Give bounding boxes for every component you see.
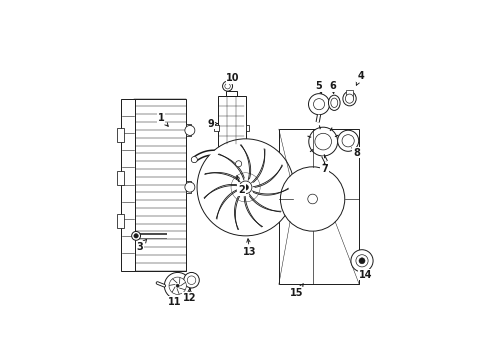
Circle shape bbox=[191, 157, 197, 163]
Text: 11: 11 bbox=[168, 297, 182, 307]
Circle shape bbox=[169, 277, 186, 294]
Ellipse shape bbox=[345, 94, 354, 103]
Ellipse shape bbox=[331, 98, 338, 108]
Text: 2: 2 bbox=[236, 176, 245, 195]
Bar bbox=[245, 125, 249, 131]
Bar bbox=[226, 79, 229, 81]
Circle shape bbox=[222, 81, 233, 91]
Circle shape bbox=[185, 125, 195, 135]
Text: 15: 15 bbox=[290, 284, 304, 298]
Circle shape bbox=[185, 182, 195, 192]
Circle shape bbox=[356, 255, 368, 267]
Bar bbox=[214, 125, 219, 131]
Bar bbox=[117, 171, 124, 185]
Circle shape bbox=[134, 234, 138, 238]
Circle shape bbox=[225, 84, 230, 89]
Circle shape bbox=[351, 250, 373, 272]
Bar bbox=[134, 99, 186, 270]
Text: 5: 5 bbox=[316, 81, 322, 94]
Circle shape bbox=[187, 276, 196, 284]
Circle shape bbox=[164, 273, 191, 299]
Circle shape bbox=[359, 258, 365, 264]
Bar bbox=[121, 99, 135, 270]
Ellipse shape bbox=[343, 91, 356, 106]
Text: 12: 12 bbox=[183, 289, 196, 303]
Text: 4: 4 bbox=[356, 72, 364, 85]
Text: 7: 7 bbox=[321, 163, 328, 174]
Text: 14: 14 bbox=[359, 270, 372, 280]
Circle shape bbox=[243, 185, 248, 190]
Bar bbox=[279, 129, 359, 284]
Bar bbox=[117, 214, 124, 228]
Bar bbox=[186, 181, 191, 193]
Bar bbox=[186, 125, 191, 136]
Circle shape bbox=[239, 181, 252, 194]
Text: 8: 8 bbox=[352, 148, 360, 158]
Bar bbox=[346, 90, 353, 99]
Circle shape bbox=[197, 139, 294, 236]
Circle shape bbox=[184, 273, 199, 288]
Circle shape bbox=[308, 194, 318, 204]
Ellipse shape bbox=[328, 95, 340, 111]
Circle shape bbox=[338, 130, 359, 151]
Circle shape bbox=[314, 99, 324, 110]
Text: 1: 1 bbox=[158, 113, 168, 126]
Bar bbox=[226, 91, 237, 96]
Circle shape bbox=[309, 127, 338, 156]
Circle shape bbox=[132, 231, 141, 240]
Circle shape bbox=[315, 133, 332, 150]
Circle shape bbox=[236, 161, 242, 167]
Text: 13: 13 bbox=[243, 239, 256, 257]
Text: 3: 3 bbox=[137, 239, 147, 252]
Bar bbox=[218, 96, 245, 146]
Text: 10: 10 bbox=[226, 73, 240, 83]
Text: 9: 9 bbox=[208, 118, 218, 129]
Circle shape bbox=[309, 94, 330, 115]
Text: 6: 6 bbox=[329, 81, 336, 94]
Circle shape bbox=[342, 135, 354, 147]
Circle shape bbox=[280, 167, 345, 231]
Circle shape bbox=[176, 284, 179, 287]
Bar bbox=[117, 128, 124, 141]
